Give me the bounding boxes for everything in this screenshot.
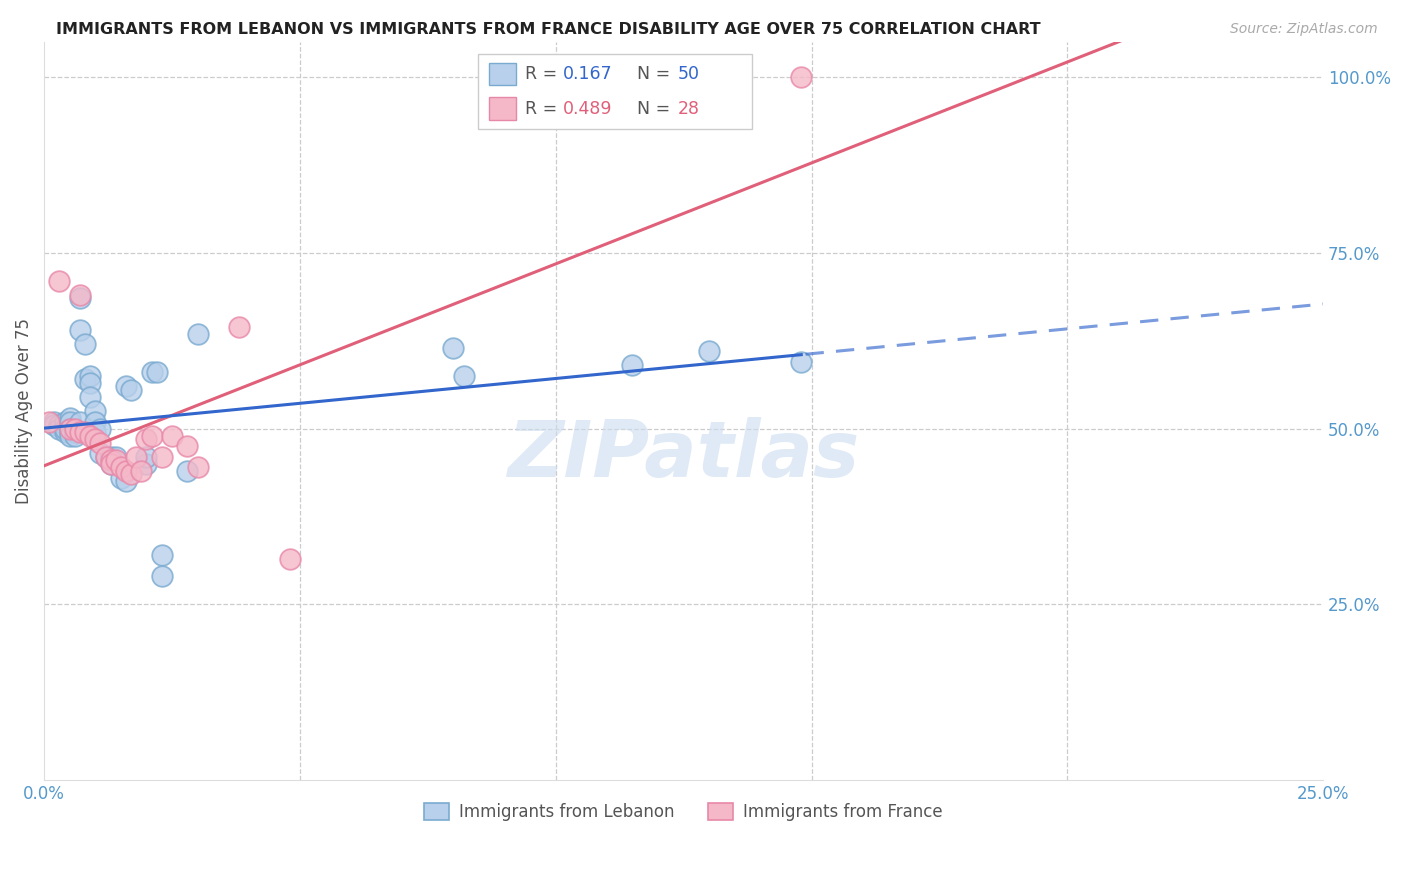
Point xyxy=(59,422,82,436)
Point xyxy=(115,379,138,393)
Point xyxy=(63,422,86,436)
Point xyxy=(125,450,148,464)
Text: Source: ZipAtlas.com: Source: ZipAtlas.com xyxy=(1230,22,1378,37)
Text: N =: N = xyxy=(626,65,676,83)
Text: R =: R = xyxy=(524,100,562,118)
Point xyxy=(79,376,101,390)
Point xyxy=(176,439,198,453)
Point xyxy=(89,435,111,450)
Text: 50: 50 xyxy=(678,65,700,83)
Point xyxy=(38,415,60,429)
Point xyxy=(59,415,82,429)
Point xyxy=(69,425,91,439)
Point xyxy=(100,457,122,471)
Text: 0.489: 0.489 xyxy=(562,100,613,118)
Point xyxy=(141,365,163,379)
Point xyxy=(84,404,107,418)
Point xyxy=(697,344,720,359)
Point xyxy=(84,415,107,429)
Point xyxy=(145,365,167,379)
Point xyxy=(48,274,70,288)
Point xyxy=(94,450,117,464)
Point xyxy=(120,383,142,397)
Point xyxy=(131,464,153,478)
Point xyxy=(120,467,142,482)
Point xyxy=(73,425,96,439)
Point xyxy=(110,460,132,475)
Point xyxy=(150,450,173,464)
Point xyxy=(187,326,209,341)
Point xyxy=(790,70,813,84)
Point xyxy=(135,457,157,471)
Point xyxy=(73,337,96,351)
Point xyxy=(63,428,86,442)
FancyBboxPatch shape xyxy=(478,54,752,129)
Point xyxy=(53,415,76,429)
Point xyxy=(110,471,132,485)
Point xyxy=(100,450,122,464)
Point xyxy=(160,428,183,442)
Point xyxy=(59,425,82,439)
Point xyxy=(44,418,66,433)
Point xyxy=(453,368,475,383)
Y-axis label: Disability Age Over 75: Disability Age Over 75 xyxy=(15,318,32,504)
Point xyxy=(79,368,101,383)
Text: R =: R = xyxy=(524,65,562,83)
Point xyxy=(84,425,107,439)
Text: 0.167: 0.167 xyxy=(562,65,613,83)
Point xyxy=(441,341,464,355)
Point xyxy=(69,415,91,429)
Point xyxy=(141,428,163,442)
Text: N =: N = xyxy=(626,100,676,118)
Point xyxy=(63,425,86,439)
Point xyxy=(150,548,173,562)
Point xyxy=(59,411,82,425)
Point xyxy=(100,457,122,471)
Point xyxy=(59,422,82,436)
Point xyxy=(115,475,138,489)
Point xyxy=(278,551,301,566)
Point xyxy=(79,390,101,404)
Point xyxy=(89,446,111,460)
Point xyxy=(59,428,82,442)
Point xyxy=(89,422,111,436)
Point xyxy=(100,453,122,467)
Point xyxy=(104,450,127,464)
Point xyxy=(115,464,138,478)
Point xyxy=(48,422,70,436)
Point xyxy=(79,428,101,442)
Point xyxy=(228,319,250,334)
Point xyxy=(69,292,91,306)
Point xyxy=(53,425,76,439)
Point xyxy=(69,288,91,302)
Bar xyxy=(489,62,516,86)
Point xyxy=(135,450,157,464)
Point xyxy=(104,453,127,467)
Point xyxy=(790,355,813,369)
Text: IMMIGRANTS FROM LEBANON VS IMMIGRANTS FROM FRANCE DISABILITY AGE OVER 75 CORRELA: IMMIGRANTS FROM LEBANON VS IMMIGRANTS FR… xyxy=(56,22,1040,37)
Point xyxy=(73,372,96,386)
Point xyxy=(176,464,198,478)
Point xyxy=(53,422,76,436)
Text: ZIPatlas: ZIPatlas xyxy=(508,417,859,493)
Point xyxy=(621,359,644,373)
Point xyxy=(84,432,107,446)
Point xyxy=(187,460,209,475)
Point xyxy=(150,569,173,583)
Point xyxy=(63,422,86,436)
Legend: Immigrants from Lebanon, Immigrants from France: Immigrants from Lebanon, Immigrants from… xyxy=(418,796,949,828)
Point xyxy=(48,418,70,433)
Point xyxy=(69,323,91,337)
Point xyxy=(53,418,76,433)
Point xyxy=(94,450,117,464)
Point xyxy=(44,415,66,429)
Text: 28: 28 xyxy=(678,100,700,118)
Point xyxy=(135,432,157,446)
Bar xyxy=(489,97,516,120)
